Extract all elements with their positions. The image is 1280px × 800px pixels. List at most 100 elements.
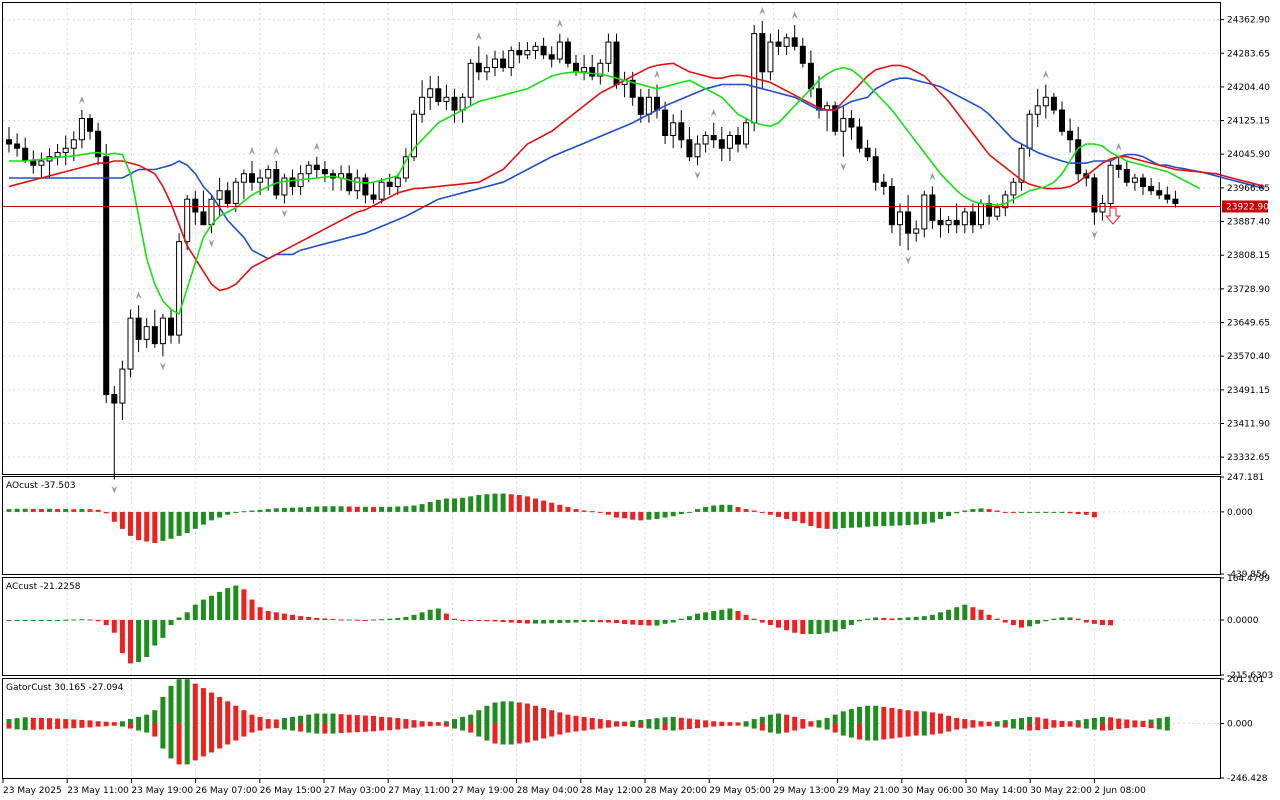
candle[interactable] (143, 318, 150, 348)
candle[interactable] (897, 203, 903, 246)
candle[interactable] (556, 33, 563, 64)
candle[interactable] (492, 50, 498, 77)
candle[interactable] (427, 76, 434, 111)
candle[interactable] (103, 144, 110, 404)
candle[interactable] (743, 118, 750, 149)
candle[interactable] (14, 133, 21, 157)
candle[interactable] (686, 127, 693, 161)
candle[interactable] (95, 122, 102, 166)
candle[interactable] (419, 80, 426, 123)
candle[interactable] (880, 173, 887, 195)
candle[interactable] (1131, 173, 1138, 191)
candle[interactable] (1075, 127, 1082, 183)
candle[interactable] (532, 42, 539, 60)
candle[interactable] (848, 110, 855, 140)
candle[interactable] (1091, 173, 1098, 225)
candle[interactable] (87, 114, 93, 140)
candle[interactable] (1156, 182, 1163, 200)
candle[interactable] (1107, 160, 1114, 208)
candle[interactable] (1034, 88, 1041, 128)
candle[interactable] (500, 50, 507, 72)
candle[interactable] (840, 105, 847, 157)
candle[interactable] (1172, 190, 1179, 208)
candle[interactable] (362, 173, 369, 204)
candle[interactable] (184, 194, 191, 251)
candle[interactable] (856, 118, 863, 153)
candle[interactable] (589, 54, 596, 81)
candle[interactable] (888, 177, 895, 234)
candle[interactable] (516, 42, 523, 64)
ao-panel[interactable] (6, 493, 1097, 543)
candle[interactable] (969, 203, 976, 234)
candle[interactable] (151, 309, 158, 348)
candle[interactable] (30, 150, 37, 174)
candle[interactable] (6, 127, 12, 153)
candle[interactable] (216, 177, 223, 217)
candle[interactable] (370, 182, 377, 204)
candle[interactable] (759, 20, 766, 89)
candle[interactable] (402, 148, 409, 183)
candle[interactable] (119, 360, 126, 421)
candle[interactable] (313, 156, 320, 178)
candle[interactable] (443, 84, 450, 111)
candle[interactable] (168, 309, 174, 344)
candle[interactable] (921, 190, 928, 238)
candle[interactable] (613, 33, 620, 89)
candle[interactable] (1018, 144, 1025, 191)
candle[interactable] (111, 386, 118, 480)
candle[interactable] (637, 88, 644, 123)
candle[interactable] (767, 33, 774, 81)
candle[interactable] (564, 37, 571, 68)
candle[interactable] (670, 114, 677, 149)
candle[interactable] (159, 313, 166, 357)
candle[interactable] (249, 160, 255, 191)
ac-panel[interactable] (6, 585, 1114, 664)
candle[interactable] (1099, 194, 1106, 221)
candle[interactable] (735, 127, 741, 153)
candle[interactable] (394, 173, 401, 195)
candle[interactable] (775, 29, 782, 55)
price-panel[interactable] (6, 6, 1265, 494)
candle[interactable] (524, 42, 531, 60)
candle[interactable] (38, 152, 45, 178)
candle[interactable] (281, 173, 288, 204)
candle[interactable] (597, 59, 604, 85)
candle[interactable] (702, 131, 709, 153)
candle[interactable] (718, 127, 725, 161)
candle[interactable] (953, 203, 960, 234)
candle[interactable] (135, 305, 142, 353)
candle[interactable] (192, 190, 199, 225)
candle[interactable] (783, 33, 790, 55)
candle[interactable] (961, 207, 968, 234)
candle[interactable] (605, 33, 612, 72)
candle[interactable] (791, 25, 798, 51)
candle[interactable] (508, 46, 515, 77)
candle[interactable] (986, 194, 993, 225)
candle[interactable] (799, 37, 806, 68)
candle[interactable] (726, 131, 733, 161)
candle[interactable] (905, 194, 912, 251)
candle[interactable] (913, 220, 920, 242)
candle[interactable] (176, 233, 183, 344)
candle[interactable] (200, 190, 207, 226)
candle[interactable] (54, 144, 61, 166)
candle[interactable] (475, 46, 482, 81)
candle[interactable] (1050, 93, 1057, 115)
candle[interactable] (1140, 173, 1146, 195)
candle[interactable] (629, 71, 636, 106)
candle[interactable] (224, 182, 231, 208)
candle[interactable] (581, 54, 588, 81)
candle[interactable] (929, 186, 936, 229)
candle[interactable] (694, 135, 701, 166)
candle[interactable] (678, 110, 685, 149)
candle[interactable] (483, 54, 490, 81)
candle[interactable] (872, 148, 879, 191)
candle[interactable] (78, 110, 85, 149)
candle[interactable] (937, 207, 944, 238)
candle[interactable] (1148, 177, 1155, 195)
candle[interactable] (1059, 101, 1065, 136)
candle[interactable] (1042, 84, 1049, 119)
candle[interactable] (662, 101, 669, 145)
candle[interactable] (945, 216, 952, 234)
